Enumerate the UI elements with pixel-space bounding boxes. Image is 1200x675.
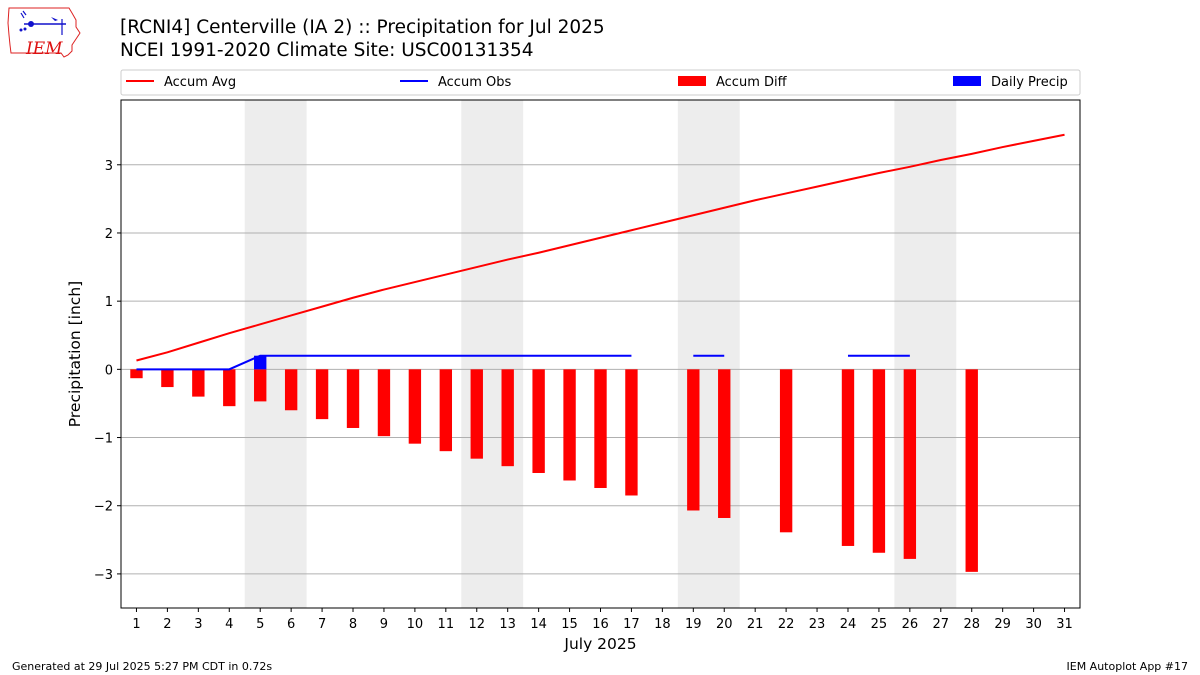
- x-tick-label: 18: [654, 617, 671, 632]
- x-tick-label: 22: [778, 617, 795, 632]
- x-tick-label: 9: [380, 617, 388, 632]
- accum-diff-bar: [470, 369, 483, 459]
- accum-diff-bar: [687, 369, 700, 511]
- legend-label: Accum Avg: [164, 75, 236, 90]
- accum-diff-bar: [872, 369, 886, 553]
- accum-diff-bar: [254, 369, 267, 402]
- accum-diff-bar: [532, 369, 545, 473]
- x-tick-label: 19: [685, 617, 702, 632]
- line-layer: [136, 133, 1065, 371]
- x-tick-label: 8: [349, 617, 357, 632]
- legend-label: Daily Precip: [991, 75, 1068, 90]
- x-tick-label: 13: [499, 617, 516, 632]
- accum-diff-bar: [377, 369, 391, 437]
- accum-diff-bar: [841, 369, 855, 546]
- y-tick-label: −1: [94, 432, 113, 447]
- accum-diff-bar: [130, 369, 143, 379]
- x-tick-label: 4: [225, 617, 233, 632]
- x-tick-label: 31: [1056, 617, 1073, 632]
- y-tick-label: 3: [105, 159, 113, 174]
- legend-box: [120, 69, 1081, 96]
- accum-diff-bar: [284, 369, 298, 411]
- accum-diff-bar: [315, 369, 329, 420]
- weekend-band: [677, 100, 740, 608]
- y-axis-label: Precipitation [inch]: [66, 281, 84, 427]
- accum-diff-bar: [903, 369, 917, 559]
- accum-diff-bar: [223, 369, 236, 407]
- y-tick-label: −3: [94, 568, 113, 583]
- accum-diff-bar: [501, 369, 514, 467]
- x-tick-label: 1: [132, 617, 140, 632]
- accum-diff-bar: [439, 369, 453, 452]
- chart-title: [RCNI4] Centerville (IA 2) :: Precipitat…: [120, 17, 605, 38]
- accum-diff-bar: [625, 369, 638, 496]
- x-tick-label: 15: [561, 617, 578, 632]
- accum-diff-bar: [779, 369, 793, 533]
- x-tick-label: 21: [747, 617, 764, 632]
- logo-text: IEM: [26, 39, 63, 59]
- footer-app: IEM Autoplot App #17: [1066, 660, 1189, 673]
- x-tick-label: 30: [1025, 617, 1042, 632]
- x-tick-label: 27: [933, 617, 950, 632]
- iem-logo: IEM: [6, 5, 82, 63]
- accum-diff-bar: [161, 369, 174, 388]
- x-tick-label: 7: [318, 617, 326, 632]
- accum-diff-bar: [965, 369, 978, 572]
- x-axis-label: July 2025: [563, 635, 636, 653]
- x-tick-label: 3: [194, 617, 202, 632]
- weekend-band: [461, 100, 524, 608]
- x-tick-label: 26: [902, 617, 919, 632]
- legend: Accum Avg Accum Obs Accum Diff Daily Precip: [120, 69, 1081, 96]
- chart-subtitle: NCEI 1991-2020 Climate Site: USC00131354: [120, 40, 534, 61]
- y-tick-label: 1: [105, 295, 113, 310]
- x-tick-label: 24: [840, 617, 857, 632]
- accum-diff-bar: [346, 369, 360, 428]
- legend-swatch: [678, 76, 706, 86]
- bar-layer: [130, 355, 978, 572]
- weekend-band: [244, 100, 307, 608]
- x-tick-label: 14: [530, 617, 547, 632]
- y-tick-label: 2: [105, 227, 113, 242]
- accum-diff-bar: [594, 369, 607, 488]
- x-tick-label: 6: [287, 617, 295, 632]
- x-tick-label: 28: [963, 617, 980, 632]
- accum-diff-bar: [192, 369, 205, 397]
- x-tick-label: 25: [871, 617, 888, 632]
- x-tick-label: 12: [468, 617, 485, 632]
- x-tick-label: 10: [407, 617, 424, 632]
- x-tick-label: 29: [994, 617, 1011, 632]
- weekend-shading-layer: [244, 100, 957, 608]
- x-tick-label: 16: [592, 617, 609, 632]
- x-tick-label: 2: [163, 617, 171, 632]
- daily-precip-bar: [254, 355, 267, 370]
- accum-diff-bar: [718, 369, 731, 518]
- accum-avg-line: [136, 133, 1065, 362]
- legend-label: Accum Diff: [716, 75, 788, 90]
- accum-diff-bar: [563, 369, 576, 481]
- x-tick-label: 11: [438, 617, 455, 632]
- accum-diff-bar: [408, 369, 422, 444]
- y-tick-label: 0: [105, 363, 113, 378]
- x-tick-label: 5: [256, 617, 264, 632]
- y-tick-label: −2: [94, 500, 113, 515]
- accum-obs-line: [136, 354, 632, 371]
- x-tick-label: 23: [809, 617, 826, 632]
- x-tick-label: 17: [623, 617, 640, 632]
- iowa-state-outline-icon: [7, 7, 81, 58]
- legend-label: Accum Obs: [438, 75, 511, 90]
- footer-generated: Generated at 29 Jul 2025 5:27 PM CDT in …: [12, 660, 273, 673]
- legend-swatch: [953, 76, 981, 86]
- x-tick-label: 20: [716, 617, 733, 632]
